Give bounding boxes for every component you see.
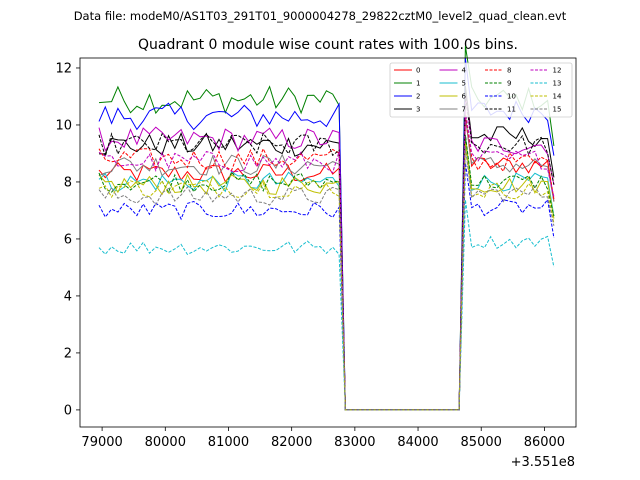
legend-label-15: 15 xyxy=(553,106,562,114)
x-offset-label: +3.551e8 xyxy=(511,455,575,470)
y-tick-label: 4 xyxy=(64,289,72,304)
series-line-8 xyxy=(98,113,555,411)
legend-label-0: 0 xyxy=(416,67,420,75)
series-line-6 xyxy=(98,138,555,411)
series-line-5 xyxy=(98,135,555,411)
legend-label-11: 11 xyxy=(507,106,516,114)
series-line-11 xyxy=(98,95,555,411)
legend-label-9: 9 xyxy=(507,80,511,88)
x-tick-label: 79000 xyxy=(81,435,122,450)
series-line-13 xyxy=(98,199,555,411)
legend-label-4: 4 xyxy=(462,67,467,75)
legend-label-3: 3 xyxy=(416,106,420,114)
series-line-4 xyxy=(98,95,555,411)
legend-label-10: 10 xyxy=(507,93,516,101)
axes-layer: 79000 80000 81000 82000 83000 84000 85000 86000… xyxy=(55,57,577,450)
y-tick-label: 8 xyxy=(64,175,72,190)
plot-frame xyxy=(79,57,577,428)
y-tick-label: 0 xyxy=(64,403,72,418)
y-tick-label: 10 xyxy=(55,118,72,133)
x-tick-label: 80000 xyxy=(145,435,186,450)
legend-label-5: 5 xyxy=(462,80,466,88)
series-line-3 xyxy=(99,85,555,411)
chart-suptitle: Data file: modeM0/AS1T03_291T01_90000042… xyxy=(74,9,567,23)
chart-title: Quadrant 0 module wise count rates with … xyxy=(138,37,518,53)
x-tick-label: 81000 xyxy=(208,435,249,450)
series-line-9 xyxy=(98,135,555,411)
legend-label-12: 12 xyxy=(553,67,562,75)
legend-label-1: 1 xyxy=(416,80,420,88)
y-tick-label: 12 xyxy=(55,61,72,76)
legend-label-7: 7 xyxy=(462,106,466,114)
series-line-10 xyxy=(98,162,555,411)
x-tick-label: 84000 xyxy=(397,435,438,450)
y-tick-label: 2 xyxy=(64,346,72,361)
x-tick-label: 85000 xyxy=(461,435,502,450)
legend-label-14: 14 xyxy=(553,93,562,101)
series-line-12 xyxy=(98,110,555,411)
series-layer xyxy=(98,45,555,411)
legend-label-6: 6 xyxy=(462,93,467,101)
series-line-14 xyxy=(98,144,555,411)
x-tick-label: 83000 xyxy=(334,435,375,450)
x-tick-label: 82000 xyxy=(271,435,312,450)
series-line-15 xyxy=(98,147,555,411)
legend-label-2: 2 xyxy=(416,93,420,101)
x-tick-label: 86000 xyxy=(524,435,565,450)
legend-box xyxy=(389,62,573,118)
y-tick-label: 6 xyxy=(64,232,72,247)
legend-label-13: 13 xyxy=(553,80,562,88)
legend-label-8: 8 xyxy=(507,67,511,75)
